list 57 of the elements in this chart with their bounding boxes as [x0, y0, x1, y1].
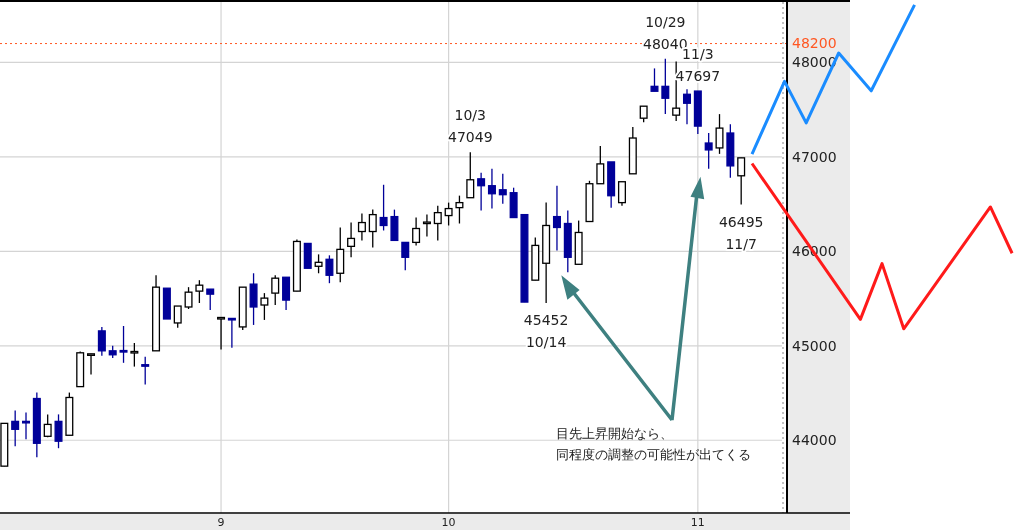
candlestick	[325, 254, 334, 284]
x-tick-label: 9	[217, 516, 225, 529]
candlestick	[661, 58, 670, 115]
candlestick	[54, 413, 63, 449]
candlestick	[173, 305, 182, 329]
candlestick	[130, 342, 139, 368]
annotation: 10/3 47049	[448, 107, 493, 146]
candlestick	[650, 67, 659, 92]
annotation: 46495 11/7	[718, 213, 764, 252]
candlestick	[141, 356, 150, 386]
candlestick	[282, 276, 291, 311]
candlestick	[217, 316, 226, 351]
candlestick	[487, 168, 496, 210]
candlestick	[314, 253, 323, 274]
annotation: 目先上昇開始なら、	[556, 426, 673, 441]
candlestick	[184, 286, 193, 310]
candlestick	[271, 274, 280, 306]
x-tick-label: 10	[441, 516, 456, 529]
candlestick	[357, 212, 366, 242]
candlestick	[596, 145, 605, 185]
candlestick	[617, 181, 626, 207]
candlestick	[227, 317, 236, 349]
candlestick	[498, 173, 507, 205]
annotation: 45452 10/14	[523, 312, 569, 351]
candlestick	[249, 272, 258, 326]
candlestick	[412, 216, 421, 247]
candlestick	[682, 88, 692, 125]
candlestick	[422, 213, 431, 238]
y-tick-label: 44000	[792, 432, 837, 449]
candlestick	[704, 132, 713, 170]
candlestick	[390, 208, 399, 242]
candlestick	[260, 292, 269, 321]
candlestick	[401, 241, 410, 271]
candlestick	[552, 185, 561, 252]
candlestick	[444, 201, 453, 227]
candlestick	[737, 157, 746, 206]
candlestick	[119, 325, 128, 364]
candlestick	[195, 279, 204, 304]
candlestick	[11, 409, 20, 447]
candlestick	[87, 353, 96, 376]
candlestick	[347, 221, 356, 258]
y-tick-label: 45000	[792, 337, 837, 354]
y-tick-label: 47000	[792, 148, 837, 165]
candlestick	[715, 113, 724, 155]
candlestick	[466, 151, 475, 199]
candlestick	[206, 288, 215, 311]
candlestick	[455, 194, 464, 225]
candlestick	[368, 208, 377, 249]
candlestick	[97, 326, 106, 357]
x-tick-label: 11	[690, 516, 705, 529]
ref-line-label: 48200	[792, 35, 837, 52]
candlestick	[22, 411, 31, 440]
candlestick	[433, 204, 442, 242]
annotation: 同程度の調整の可能性が出てくる	[556, 447, 751, 462]
candlestick	[379, 184, 388, 232]
candlestick	[336, 226, 345, 283]
candlestick	[477, 172, 486, 212]
